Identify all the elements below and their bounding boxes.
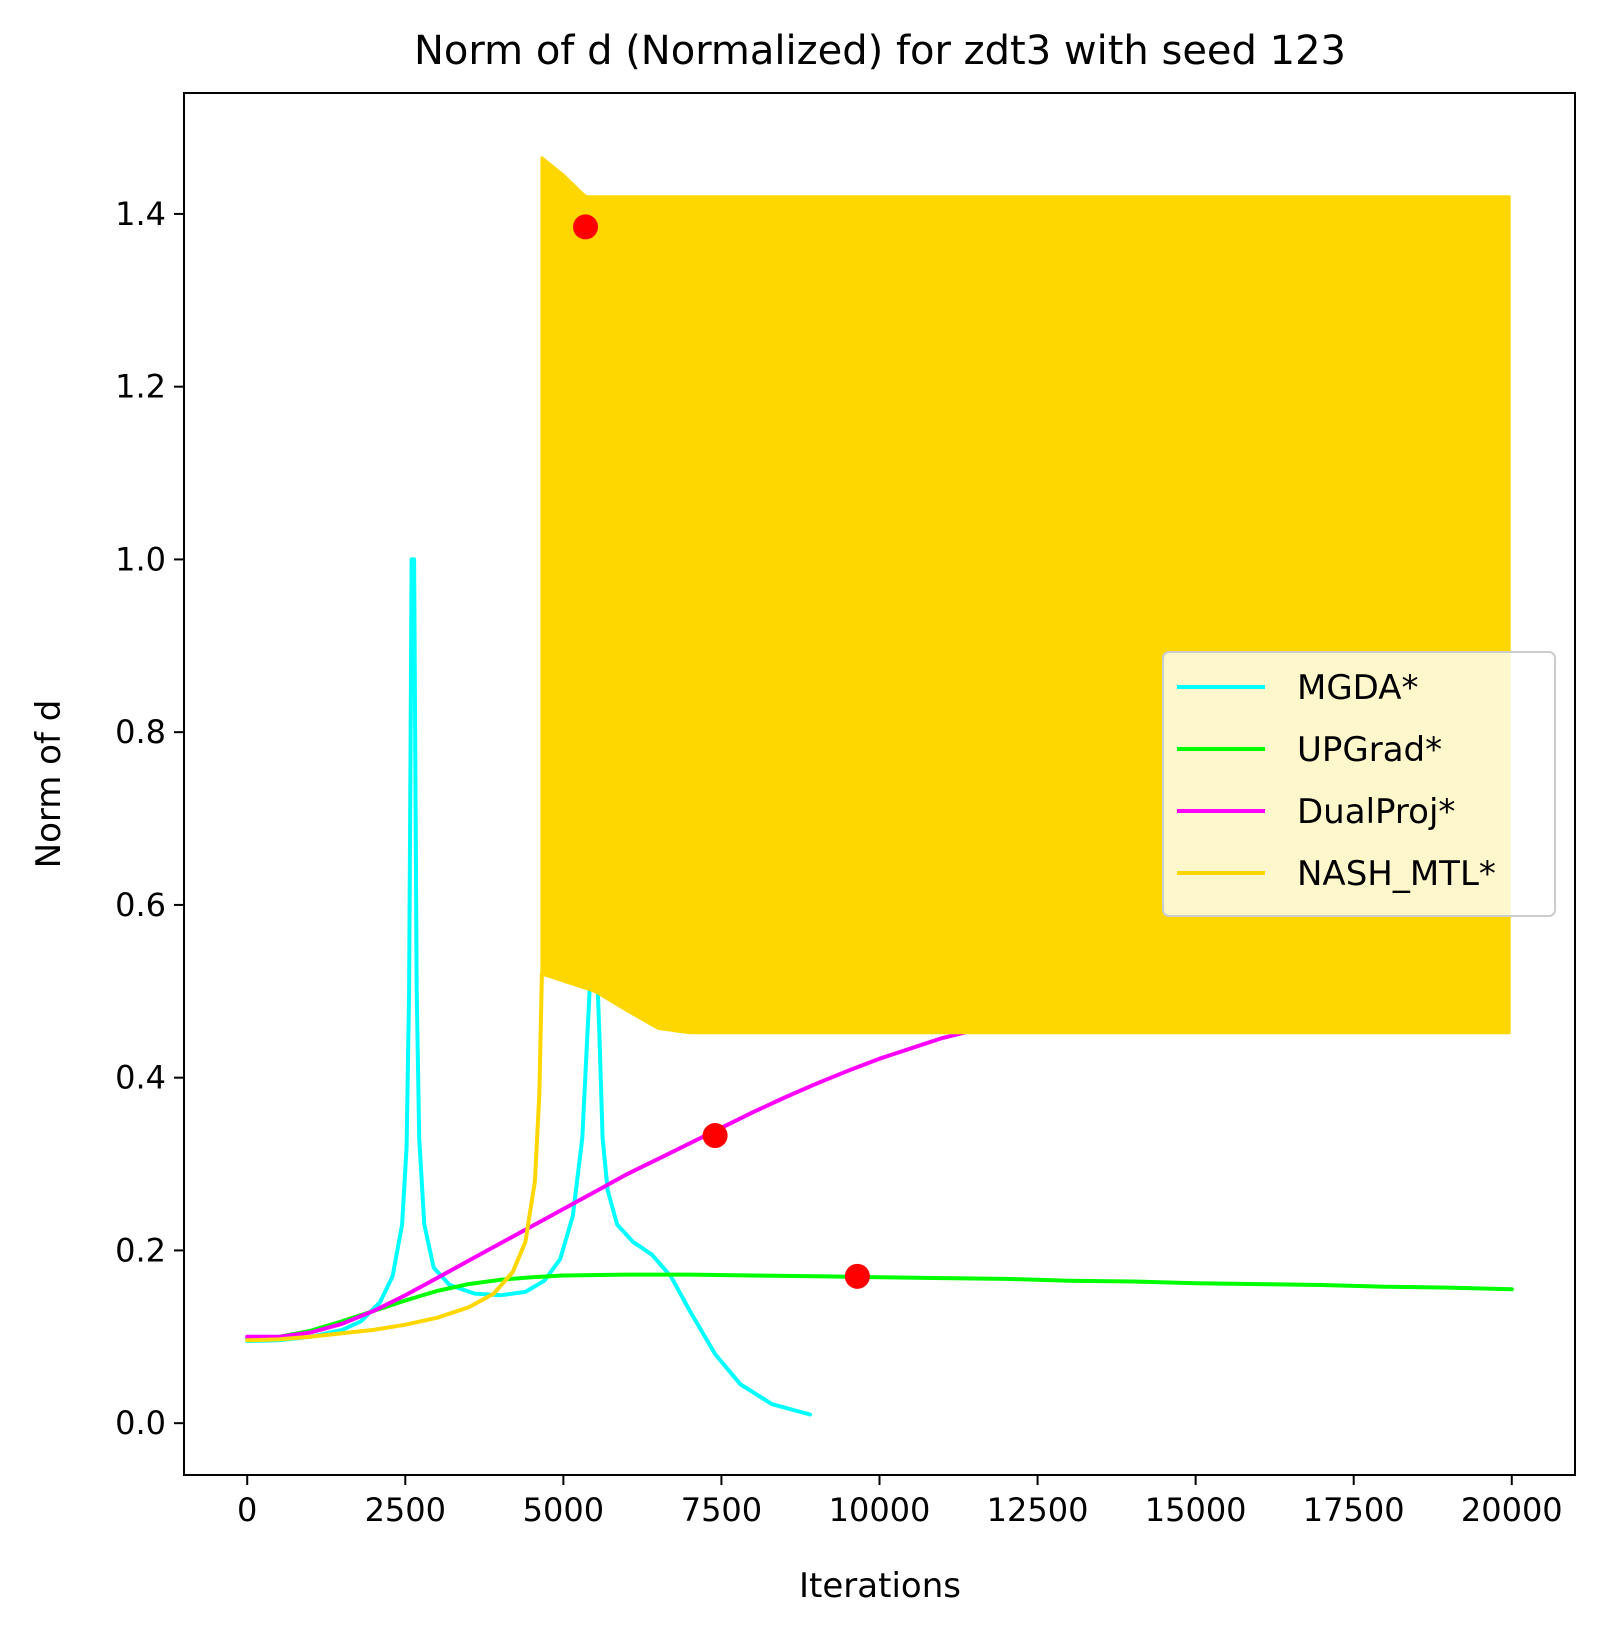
legend-label-upgrad: UPGrad* xyxy=(1297,730,1442,770)
y-tick-label: 0.2 xyxy=(115,1231,166,1269)
x-axis-label: Iterations xyxy=(799,1566,961,1606)
x-tick-label: 5000 xyxy=(523,1491,604,1529)
y-tick-label: 0.4 xyxy=(115,1059,166,1097)
y-tick-label: 1.0 xyxy=(115,540,166,578)
x-tick-label: 20000 xyxy=(1461,1491,1563,1529)
legend: MGDA* UPGrad* DualProj* NASH_MTL* xyxy=(1162,651,1556,917)
dualproj-line xyxy=(245,1023,1008,1339)
x-tick-label: 10000 xyxy=(829,1491,931,1529)
legend-box xyxy=(1162,651,1556,917)
y-axis-label: Norm of d xyxy=(29,700,69,869)
nash-mtl-line xyxy=(245,972,544,1343)
red-marker-point xyxy=(702,1123,728,1149)
x-tick-label: 2500 xyxy=(365,1491,446,1529)
y-tick-label: 0.6 xyxy=(115,886,166,924)
chart-title: Norm of d (Normalized) for zdt3 with see… xyxy=(414,28,1346,74)
x-tick-label: 17500 xyxy=(1303,1491,1405,1529)
legend-label-nash-mtl: NASH_MTL* xyxy=(1297,854,1496,894)
y-tick-label: 1.4 xyxy=(115,195,166,233)
x-tick-label: 0 xyxy=(237,1491,257,1529)
y-tick-label: 0.0 xyxy=(115,1404,166,1442)
mgda-line xyxy=(245,557,812,1417)
y-tick-label: 0.8 xyxy=(115,713,166,751)
marker-layer xyxy=(572,214,870,1289)
x-tick-label: 15000 xyxy=(1145,1491,1247,1529)
y-axis: 0.0 0.2 0.4 0.6 0.8 1.0 1.2 1.4 xyxy=(115,195,184,1442)
red-marker-point xyxy=(844,1263,870,1289)
x-axis: 0 2500 5000 7500 10000 12500 15000 17500 20000 xyxy=(237,1475,1563,1529)
y-tick-label: 1.2 xyxy=(115,368,166,406)
legend-label-dualproj: DualProj* xyxy=(1297,792,1455,832)
red-marker-point xyxy=(572,214,598,240)
x-tick-label: 12500 xyxy=(987,1491,1089,1529)
legend-label-mgda: MGDA* xyxy=(1297,668,1419,708)
x-tick-label: 7500 xyxy=(681,1491,762,1529)
